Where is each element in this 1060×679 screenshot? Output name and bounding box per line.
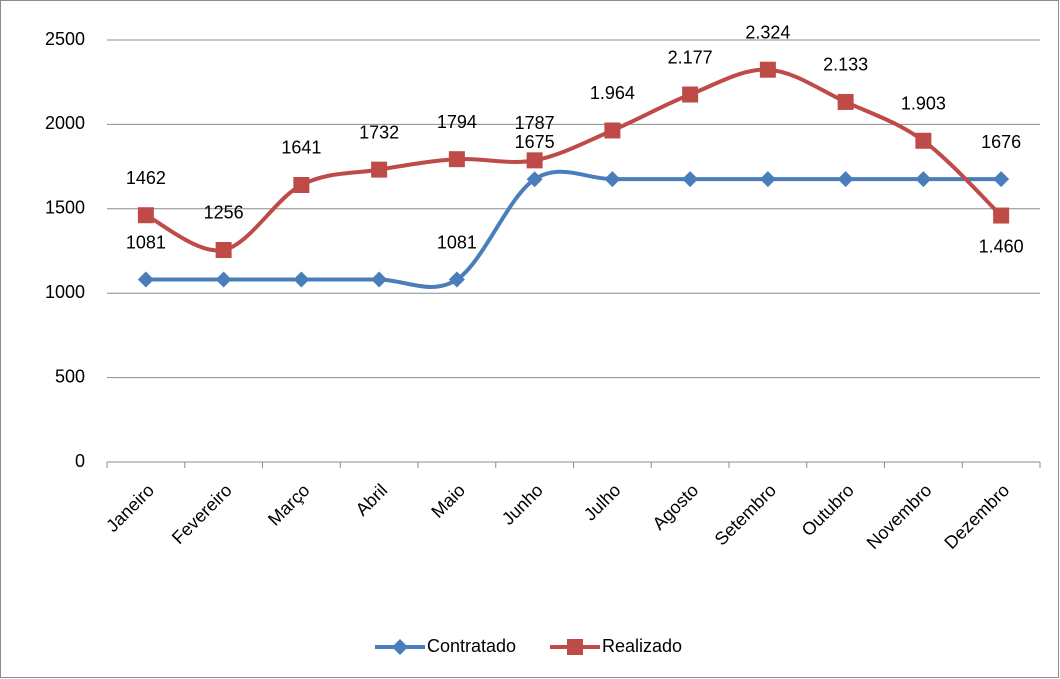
data-label: 2.177: [668, 47, 713, 67]
data-label: 1787: [515, 113, 555, 133]
data-label: 1794: [437, 112, 477, 132]
data-label: 1732: [359, 122, 399, 142]
point-marker: [371, 271, 388, 288]
y-tick-label: 2000: [45, 113, 85, 133]
point-marker: [293, 176, 310, 193]
point-marker: [682, 86, 699, 103]
point-marker: [837, 93, 854, 110]
point-marker: [682, 171, 699, 188]
data-label: 2.324: [745, 22, 790, 42]
point-marker: [448, 151, 465, 168]
point-marker: [993, 207, 1010, 224]
data-label: 1675: [515, 132, 555, 152]
point-marker: [448, 271, 465, 288]
point-marker: [759, 171, 776, 188]
legend-label: Realizado: [602, 636, 682, 656]
legend-marker: [567, 639, 583, 655]
y-tick-label: 0: [75, 451, 85, 471]
data-label: 1081: [126, 232, 166, 252]
point-marker: [915, 132, 932, 149]
point-marker: [993, 171, 1010, 188]
y-tick-label: 500: [55, 366, 85, 386]
data-label: 1641: [281, 138, 321, 158]
point-marker: [137, 271, 154, 288]
point-marker: [604, 122, 621, 139]
data-label: 1.964: [590, 83, 635, 103]
point-marker: [837, 171, 854, 188]
series-line: [144, 67, 1003, 253]
data-label: 2.133: [823, 55, 868, 75]
point-marker: [604, 171, 621, 188]
point-marker: [137, 207, 154, 224]
point-marker: [915, 171, 932, 188]
data-label: 1256: [204, 203, 244, 223]
y-tick-label: 1500: [45, 198, 85, 218]
data-label: 1.460: [979, 236, 1024, 256]
point-marker: [526, 171, 543, 188]
point-marker: [293, 271, 310, 288]
legend-label: Contratado: [427, 636, 516, 656]
point-marker: [526, 152, 543, 169]
y-tick-label: 1000: [45, 282, 85, 302]
y-tick-label: 2500: [45, 29, 85, 49]
data-label: 1081: [437, 232, 477, 252]
data-label: 1462: [126, 168, 166, 188]
data-label: 1.903: [901, 94, 946, 114]
legend-marker: [392, 639, 408, 655]
point-marker: [215, 271, 232, 288]
point-marker: [759, 61, 776, 78]
point-marker: [371, 161, 388, 178]
data-label: 1676: [981, 132, 1021, 152]
point-marker: [215, 241, 232, 258]
